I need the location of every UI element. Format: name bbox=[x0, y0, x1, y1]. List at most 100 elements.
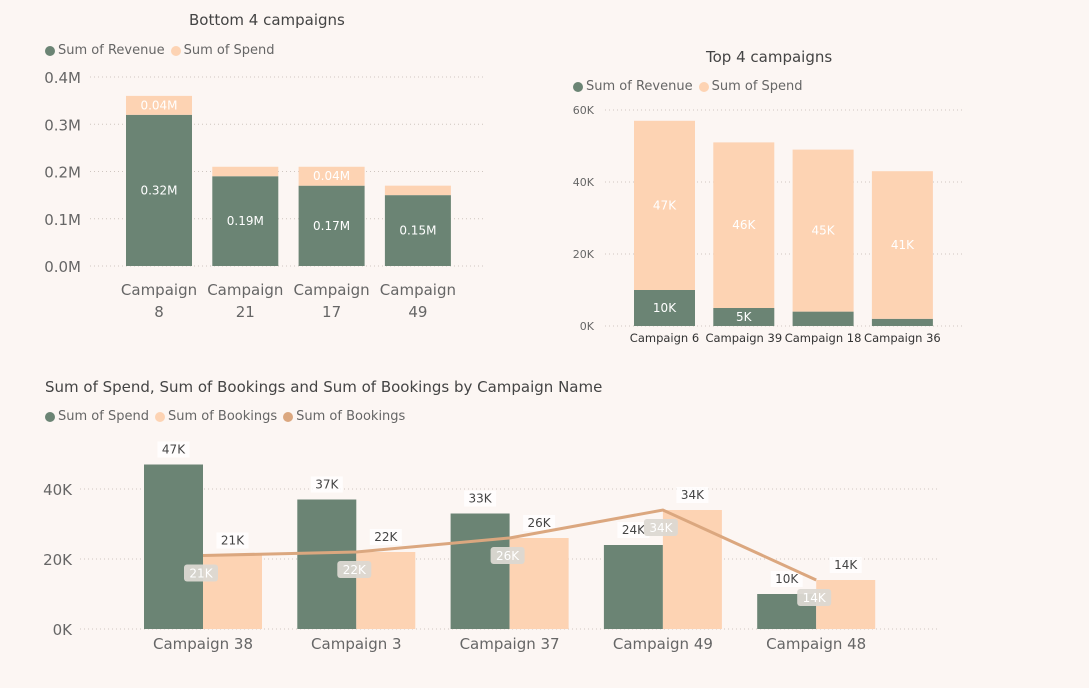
data-label: 0.04M bbox=[140, 98, 177, 112]
y-tick-label: 0.0M bbox=[44, 258, 81, 276]
data-label-bg bbox=[617, 522, 650, 538]
bottom-campaigns-plot: 0.0M 0.1M 0.2M 0.3M 0.4M 0.32M 0.04M Campaign 8 0… bbox=[44, 69, 485, 321]
legend-swatch bbox=[154, 411, 165, 422]
chart-legend: Sum of Spend Sum of Bookings Sum of Book… bbox=[45, 409, 411, 424]
bar-revenue bbox=[212, 176, 279, 266]
legend-item-spend[interactable]: Sum of Spend bbox=[698, 79, 803, 94]
bar-revenue bbox=[713, 308, 775, 326]
x-tick-label: Campaign 18 bbox=[785, 331, 862, 345]
line-label-bg bbox=[643, 519, 678, 536]
data-label: 26K bbox=[528, 516, 552, 530]
bar-revenue bbox=[792, 311, 854, 326]
data-label: 0.19M bbox=[227, 214, 264, 228]
y-tick-label: 0.4M bbox=[44, 69, 81, 87]
data-label: 41K bbox=[891, 238, 915, 252]
line-label-bg bbox=[337, 561, 372, 578]
data-label: 22K bbox=[374, 530, 398, 544]
legend-label: Sum of Revenue bbox=[586, 79, 693, 94]
data-label: 10K bbox=[775, 572, 799, 586]
legend-item-bookings-line[interactable]: Sum of Bookings bbox=[283, 409, 405, 424]
legend-item-spend[interactable]: Sum of Spend bbox=[45, 409, 149, 424]
legend-label: Sum of Spend bbox=[58, 409, 149, 424]
data-label: 47K bbox=[653, 198, 677, 212]
legend-item-spend[interactable]: Sum of Spend bbox=[170, 43, 275, 58]
x-tick-label: Campaign 38 bbox=[153, 635, 253, 653]
data-label: 46K bbox=[732, 218, 756, 232]
chart-title: Top 4 campaigns bbox=[706, 48, 833, 66]
data-label-bg bbox=[829, 557, 862, 573]
bar-spend bbox=[212, 166, 279, 177]
line-label-bg bbox=[184, 564, 218, 582]
data-label: 24K bbox=[622, 523, 646, 537]
y-tick-label: 20K bbox=[43, 551, 73, 569]
x-tick-label: Campaign 3 bbox=[311, 635, 402, 653]
bar-revenue bbox=[298, 185, 365, 266]
legend-swatch bbox=[170, 45, 181, 56]
x-tick-label: Campaign bbox=[207, 281, 283, 299]
bar-spend bbox=[871, 171, 933, 319]
bar-revenue bbox=[126, 114, 192, 266]
chart-title: Sum of Spend, Sum of Bookings and Sum of… bbox=[45, 378, 603, 396]
line-data-label: 14K bbox=[803, 591, 827, 605]
bar-spend bbox=[298, 166, 365, 186]
x-tick-label: Campaign bbox=[294, 281, 370, 299]
top-campaigns-plot: 0K 20K 40K 60K 10K 47K Campaign 6 5K 46K Campaign… bbox=[573, 104, 965, 345]
bar-revenue bbox=[384, 195, 451, 266]
legend-swatch bbox=[45, 411, 55, 422]
legend-item-revenue[interactable]: Sum of Revenue bbox=[45, 43, 165, 58]
data-label: 37K bbox=[315, 478, 339, 492]
data-label: 14K bbox=[834, 558, 858, 572]
x-tick-label: Campaign 39 bbox=[705, 331, 782, 345]
y-tick-label: 0.1M bbox=[44, 211, 81, 229]
data-label: 21K bbox=[221, 534, 245, 548]
x-tick-label: Campaign 48 bbox=[766, 635, 866, 653]
legend-label: Sum of Spend bbox=[711, 79, 803, 94]
line-data-label: 26K bbox=[496, 549, 520, 563]
line-label-bg bbox=[797, 589, 832, 606]
data-label-bg bbox=[157, 441, 190, 458]
data-label-bg bbox=[216, 532, 249, 549]
line-bookings bbox=[202, 508, 817, 582]
x-tick-label: Campaign 37 bbox=[460, 635, 560, 653]
y-tick-label: 0K bbox=[580, 320, 595, 333]
legend-swatch bbox=[573, 81, 583, 92]
data-label: 33K bbox=[469, 492, 493, 506]
bar-spend bbox=[126, 95, 192, 115]
data-label: 0.15M bbox=[399, 224, 436, 238]
legend-swatch bbox=[698, 81, 709, 92]
data-label-bg bbox=[310, 476, 343, 493]
bar-spend bbox=[144, 464, 203, 629]
y-tick-label: 40K bbox=[573, 176, 595, 189]
data-label-bg bbox=[523, 515, 556, 531]
line-data-label: 34K bbox=[649, 521, 673, 535]
bar-revenue bbox=[634, 290, 695, 326]
data-label: 47K bbox=[162, 443, 186, 457]
y-tick-label: 60K bbox=[573, 104, 595, 117]
spend-bookings-plot: 0K 20K 40K 47K 21K Campaign 38 37K 22K Campaign … bbox=[43, 441, 940, 653]
legend-item-bookings-bar[interactable]: Sum of Bookings bbox=[154, 409, 278, 424]
x-tick-label: 21 bbox=[236, 303, 255, 321]
data-label-bg bbox=[676, 487, 709, 503]
legend-label: Sum of Bookings bbox=[296, 409, 406, 424]
legend-swatch bbox=[45, 45, 55, 56]
x-tick-label: 17 bbox=[322, 303, 341, 321]
line-data-label: 21K bbox=[189, 567, 213, 581]
legend-item-revenue[interactable]: Sum of Revenue bbox=[573, 79, 693, 94]
bar-spend bbox=[450, 513, 510, 629]
chart-title: Bottom 4 campaigns bbox=[189, 11, 345, 29]
data-label-bg bbox=[369, 529, 402, 545]
data-label: 10K bbox=[653, 301, 677, 315]
y-tick-label: 0.2M bbox=[44, 164, 81, 182]
data-label-bg bbox=[770, 571, 803, 587]
bar-spend bbox=[792, 149, 854, 312]
x-tick-label: 8 bbox=[154, 303, 164, 321]
data-label: 0.04M bbox=[313, 169, 350, 183]
data-label: 5K bbox=[736, 310, 753, 324]
x-tick-label: 49 bbox=[408, 303, 427, 321]
chart-legend: Sum of Revenue Sum of Spend bbox=[45, 43, 281, 58]
line-data-label: 22K bbox=[343, 563, 367, 577]
x-tick-label: Campaign 6 bbox=[630, 331, 699, 345]
data-label: 45K bbox=[812, 224, 836, 238]
legend-label: Sum of Bookings bbox=[167, 409, 278, 424]
bar-spend bbox=[384, 185, 451, 196]
